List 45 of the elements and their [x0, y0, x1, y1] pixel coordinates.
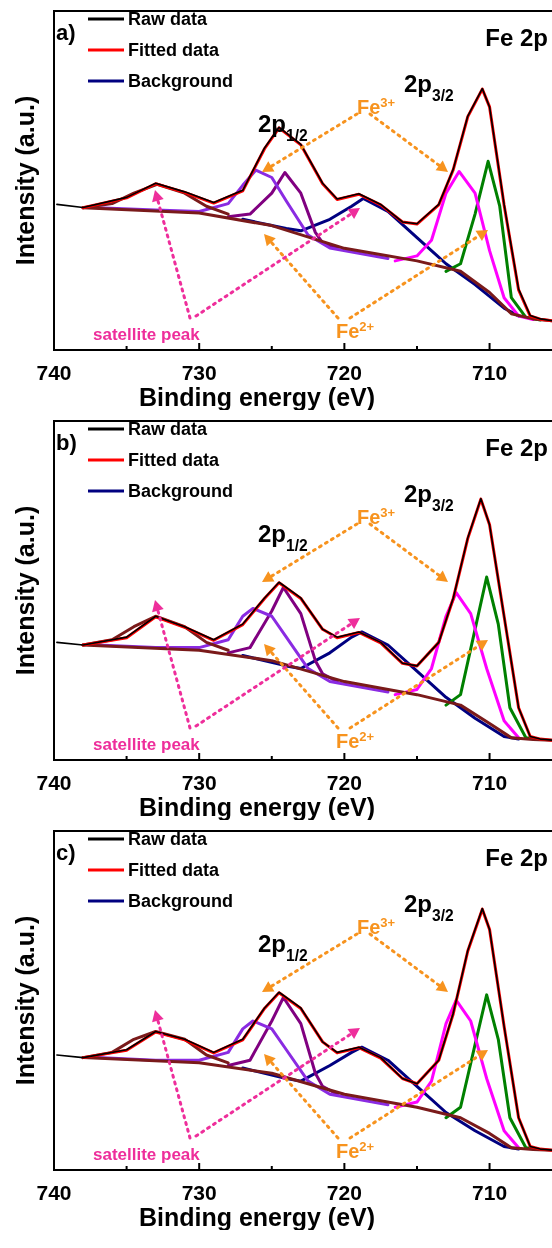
annotation: satellite peak [93, 735, 201, 754]
legend-label: Raw data [128, 9, 209, 29]
x-tick-label: 730 [181, 771, 217, 794]
x-tick-label: 720 [326, 771, 362, 794]
x-tick-label: 740 [36, 1181, 72, 1204]
annotation: satellite peak [93, 325, 201, 344]
y-axis-title: Intensity (a.u.) [11, 505, 39, 676]
chart-title: b) [56, 430, 77, 455]
annotation: satellite peak [93, 1145, 201, 1164]
annotation: Fe$^{2+}$ [336, 1138, 375, 1162]
x-tick-label: 740 [36, 771, 72, 794]
legend-label: Fitted data [128, 450, 220, 470]
annotation: 2p$_{3/2}$ [404, 480, 455, 514]
legend-label: Fitted data [128, 860, 220, 880]
text: Fe 2p [485, 844, 548, 871]
chart-title: a) [56, 20, 76, 45]
y-axis-title: Intensity (a.u.) [11, 915, 39, 1086]
y-axis-title: Intensity (a.u.) [11, 95, 39, 266]
x-tick-label: 720 [326, 361, 362, 384]
annotation: 2p$_{3/2}$ [404, 890, 455, 924]
annotation: Fe$^{3+}$ [357, 914, 396, 938]
text: Fe 2p [485, 434, 548, 461]
annotation: Fe$^{2+}$ [336, 728, 375, 752]
annotation: 2p$_{1/2}$ [258, 520, 309, 554]
chart-title: c) [56, 840, 76, 865]
x-tick-label: 710 [472, 361, 508, 384]
legend-label: Background [128, 891, 234, 911]
x-tick-label: 710 [472, 1181, 508, 1204]
legend-label: Background [128, 71, 234, 91]
legend-label: Fitted data [128, 40, 220, 60]
annotation: 2p$_{1/2}$ [258, 110, 309, 144]
x-tick-label: 730 [181, 361, 217, 384]
text: Fe 2p [485, 24, 548, 51]
x-tick-label: 710 [472, 771, 508, 794]
legend-label: Raw data [128, 419, 209, 439]
legend-label: Background [128, 481, 234, 501]
annotation: Fe$^{3+}$ [357, 504, 396, 528]
x-tick-label: 720 [326, 1181, 362, 1204]
legend-label: Raw data [128, 829, 209, 849]
x-tick-label: 730 [181, 1181, 217, 1204]
annotation: Fe$^{3+}$ [357, 94, 396, 118]
x-tick-label: 740 [36, 361, 72, 384]
annotation: Fe$^{2+}$ [336, 318, 375, 342]
annotation: 2p$_{3/2}$ [404, 70, 455, 104]
annotation: 2p$_{1/2}$ [258, 930, 309, 964]
